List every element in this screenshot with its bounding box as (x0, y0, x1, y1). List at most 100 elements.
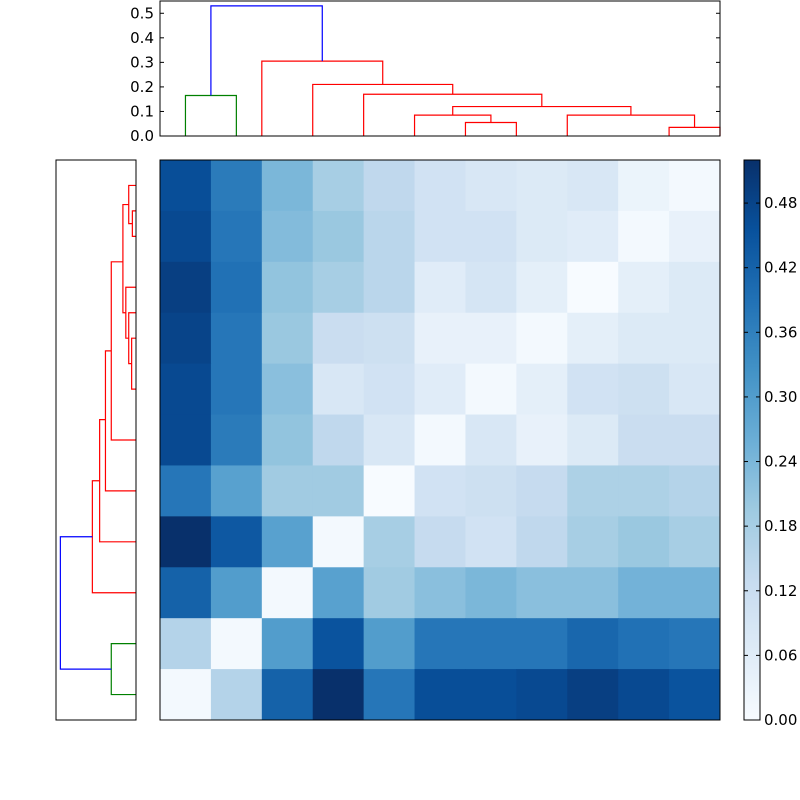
heatmap-cell (669, 567, 721, 619)
heatmap-cell (160, 312, 212, 365)
heatmap-cell (363, 669, 416, 721)
dendrogram-link (452, 105, 632, 116)
heatmap-cell (312, 414, 365, 466)
heatmap-cell (160, 669, 212, 721)
top-dendrogram-frame (159, 0, 721, 137)
dendrogram-link (184, 94, 237, 136)
heatmap-cell (210, 567, 263, 619)
heatmap-cell (160, 567, 212, 619)
dendrogram-link (110, 643, 136, 696)
dendrogram-link (413, 114, 492, 136)
dendrogram-link (131, 210, 136, 237)
heatmap-cell (363, 261, 416, 314)
heatmap-cell (618, 618, 670, 670)
heatmap-cell (465, 261, 517, 314)
heatmap-cell (414, 567, 466, 619)
heatmap-cell (516, 261, 568, 314)
top-dendrogram-y-axis: 0.0 0.1 0.2 0.3 0.4 0.5 (130, 4, 720, 145)
left-dendrogram (59, 184, 136, 696)
heatmap-cell (618, 465, 670, 517)
heatmap-cell (312, 363, 365, 416)
heatmap-cell (567, 160, 619, 212)
heatmap-cell (669, 363, 721, 416)
heatmap-cell (261, 669, 314, 721)
dendrogram-link (122, 203, 129, 314)
dendrogram-link (312, 83, 454, 136)
heatmap-cell (567, 567, 619, 619)
colorbar-tick-label: 0.12 (764, 582, 797, 600)
heatmap-cell (312, 261, 365, 314)
dendrogram-link (566, 114, 696, 136)
heatmap-cell (465, 210, 517, 263)
heatmap-cell (516, 465, 568, 517)
heatmap-cell (618, 414, 670, 466)
heatmap-cell (261, 210, 314, 263)
heatmap-cell (210, 210, 263, 263)
heatmap-cell (312, 210, 365, 263)
heatmap-cell (567, 363, 619, 416)
heatmap-cell (312, 465, 365, 517)
y-tick-label: 0.5 (130, 4, 154, 22)
heatmap-cell (160, 516, 212, 568)
heatmap-cell (465, 414, 517, 466)
heatmap-cell (363, 210, 416, 263)
colorbar-tick-label: 0.24 (764, 453, 797, 471)
heatmap-cell (363, 312, 416, 365)
heatmap-cell (618, 516, 670, 568)
heatmap-cell (669, 669, 721, 721)
top-dendrogram (184, 5, 721, 136)
heatmap-cell (516, 567, 568, 619)
heatmap-cell (567, 210, 619, 263)
heatmap-cell (363, 465, 416, 517)
heatmap-cell (363, 516, 416, 568)
heatmap-cell (516, 312, 568, 365)
heatmap-cell (669, 414, 721, 466)
heatmap-cell (669, 261, 721, 314)
heatmap-cell (312, 618, 365, 670)
heatmap-cell (261, 261, 314, 314)
heatmap-cell (618, 160, 670, 212)
heatmap-cell (261, 465, 314, 517)
heatmap-cell (312, 160, 365, 212)
colorbar-axis: 0.00 0.06 0.12 0.18 0.24 0.30 0.36 0.42 0.48 (744, 194, 797, 729)
heatmap-cell (210, 516, 263, 568)
heatmap-cell (210, 414, 263, 466)
heatmap-cell (516, 516, 568, 568)
heatmap-cell (516, 669, 568, 721)
heatmap-cell (363, 567, 416, 619)
heatmap-cell (516, 363, 568, 416)
heatmap-cell (669, 210, 721, 263)
heatmap-matrix (160, 160, 721, 721)
heatmap-cell (567, 261, 619, 314)
dendrogram-link (668, 126, 721, 136)
heatmap-cell (567, 465, 619, 517)
heatmap-cell (160, 160, 212, 212)
heatmap-cell (669, 465, 721, 517)
heatmap-cell (414, 312, 466, 365)
heatmap-cell (414, 465, 466, 517)
colorbar-tick-label: 0.18 (764, 517, 797, 535)
heatmap-cell (312, 567, 365, 619)
colorbar (744, 160, 760, 720)
colorbar-frame (743, 159, 761, 721)
heatmap-cell (363, 618, 416, 670)
y-tick-label: 0.3 (130, 53, 154, 71)
heatmap-cell (261, 312, 314, 365)
heatmap-cell (312, 669, 365, 721)
dendrogram-link (104, 350, 136, 492)
heatmap-cell (465, 567, 517, 619)
heatmap-cell (210, 261, 263, 314)
heatmap-cell (210, 618, 263, 670)
heatmap-cell (465, 312, 517, 365)
dendrogram-link (464, 121, 517, 136)
dendrogram-link (210, 5, 323, 96)
heatmap-cell (160, 210, 212, 263)
heatmap-cell (261, 516, 314, 568)
heatmap-cell (567, 669, 619, 721)
heatmap-cell (414, 669, 466, 721)
heatmap-cell (567, 312, 619, 365)
heatmap-cell (465, 516, 517, 568)
heatmap-cell (363, 363, 416, 416)
y-tick-label: 0.2 (130, 78, 154, 96)
